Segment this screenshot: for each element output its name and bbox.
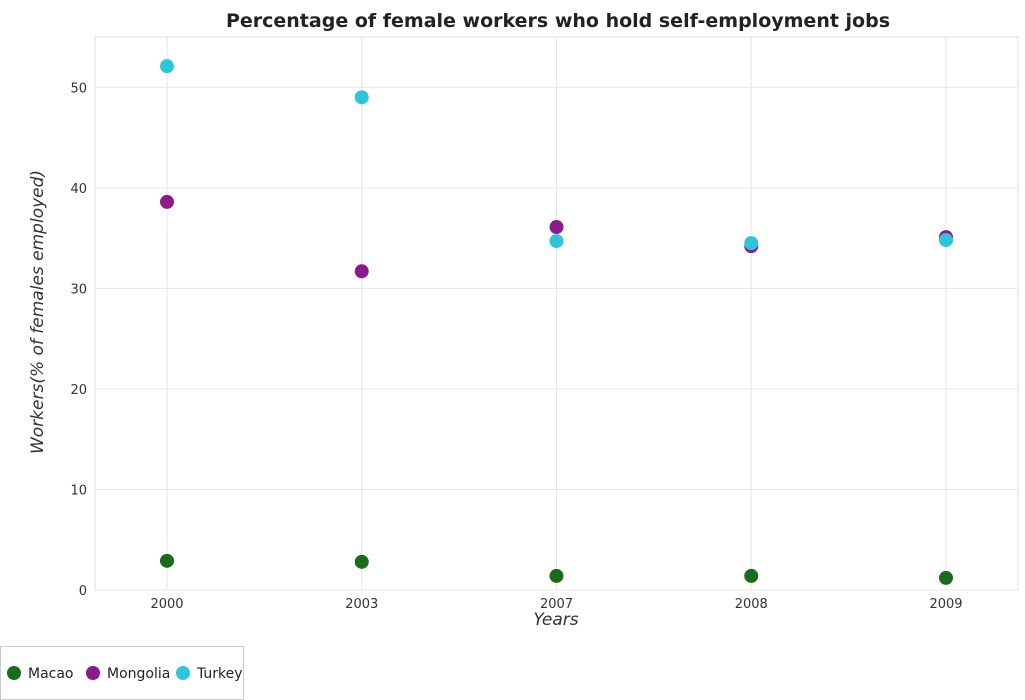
- point-mongolia-2000: [160, 194, 174, 209]
- y-tick-label: 0: [79, 584, 87, 599]
- legend-box: [0, 646, 244, 700]
- point-macao-2000: [160, 553, 174, 568]
- point-macao-2008: [744, 568, 759, 583]
- point-macao-2007: [549, 568, 564, 583]
- legend-marker-mongolia: [86, 666, 100, 680]
- legend-label-turkey: Turkey: [196, 666, 243, 682]
- y-tick-label: 30: [70, 282, 87, 297]
- x-axis-label: Years: [533, 610, 578, 630]
- legend-label-mongolia: Mongolia: [107, 666, 170, 682]
- legend-marker-turkey: [176, 666, 190, 680]
- legend-marker-macao: [7, 666, 21, 680]
- chart-title: Percentage of female workers who hold se…: [226, 10, 890, 32]
- y-axis: 0 10 20 30 40 50: [70, 81, 87, 599]
- y-tick-label: 20: [70, 383, 87, 398]
- point-macao-2009: [939, 570, 953, 585]
- y-axis-label: Workers(% of females employed): [28, 170, 48, 454]
- point-macao-2003: [354, 554, 369, 569]
- x-tick-label: 2009: [929, 597, 962, 612]
- grid: [95, 37, 1018, 591]
- x-tick-label: 2008: [735, 597, 768, 612]
- point-turkey-2000: [160, 59, 174, 74]
- y-tick-label: 40: [70, 182, 87, 197]
- legend: Macao Mongolia Turkey: [0, 646, 244, 700]
- x-tick-label: 2000: [150, 597, 183, 612]
- x-tick-label: 2003: [345, 597, 378, 612]
- point-mongolia-2003: [354, 264, 369, 279]
- x-axis: 2000 2003 2007 2008 2009: [150, 597, 962, 612]
- point-turkey-2003: [354, 90, 369, 105]
- point-turkey-2007: [549, 234, 564, 249]
- y-tick-label: 10: [70, 483, 87, 498]
- point-mongolia-2007: [549, 220, 564, 235]
- point-turkey-2008: [744, 236, 759, 251]
- y-tick-label: 50: [70, 81, 87, 96]
- legend-label-macao: Macao: [28, 666, 74, 682]
- point-turkey-2009: [939, 233, 953, 248]
- x-tick-label: 2007: [540, 597, 573, 612]
- data-points: [160, 59, 953, 585]
